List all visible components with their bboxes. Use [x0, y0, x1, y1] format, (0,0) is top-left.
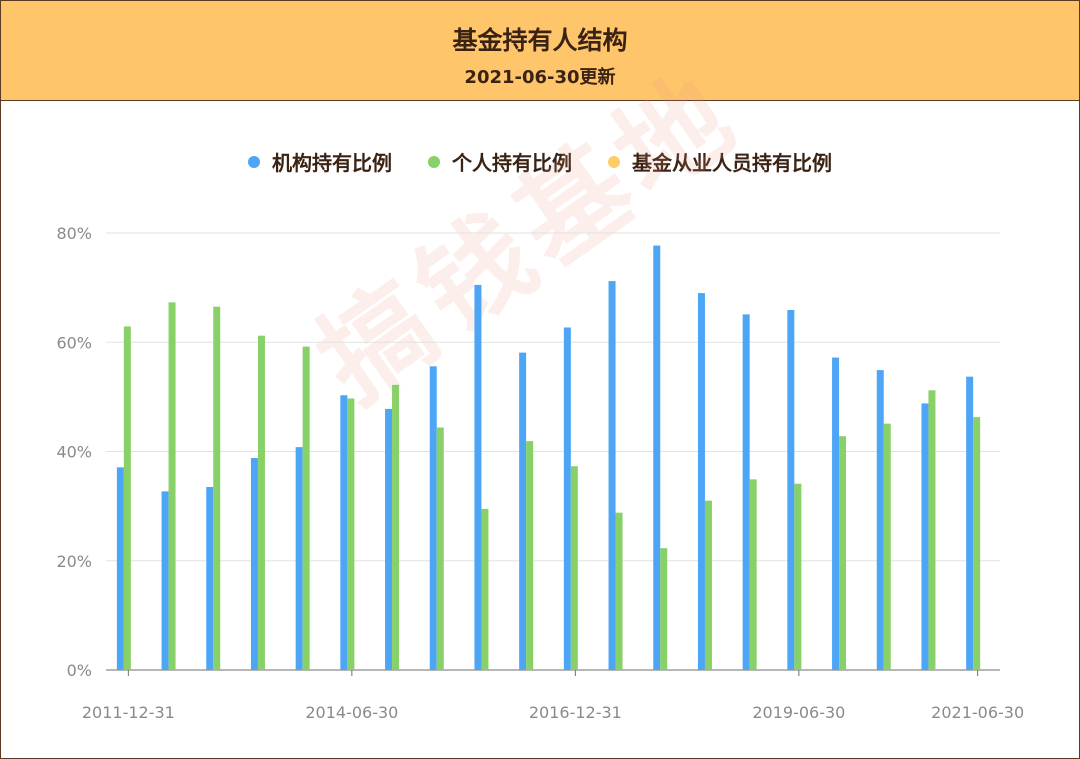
- y-tick-label: 60%: [56, 333, 92, 352]
- bar-1-14: [749, 479, 757, 670]
- bar-0-3: [250, 458, 258, 670]
- bar-1-2: [213, 306, 221, 670]
- legend-dot-employee: [608, 155, 620, 168]
- bar-0-5: [340, 395, 348, 670]
- y-tick-label: 80%: [56, 224, 92, 243]
- bar-1-15: [794, 483, 802, 670]
- chart-legend: 机构持有比例 个人持有比例 基金从业人员持有比例: [1, 147, 1079, 176]
- bar-0-1: [161, 491, 169, 670]
- bar-1-17: [883, 423, 891, 670]
- bar-0-4: [295, 447, 303, 670]
- bar-1-11: [615, 512, 623, 670]
- legend-item-institution[interactable]: 机构持有比例: [248, 147, 392, 176]
- bar-0-2: [206, 487, 214, 670]
- bar-0-10: [563, 327, 571, 670]
- bar-1-8: [481, 508, 489, 670]
- x-tick-label: 2011-12-31: [82, 703, 175, 722]
- bar-1-12: [660, 548, 668, 670]
- bar-1-18: [928, 390, 936, 670]
- bar-1-16: [839, 436, 847, 670]
- bar-0-6: [385, 408, 393, 670]
- bar-1-4: [302, 346, 310, 670]
- bar-0-19: [966, 376, 974, 670]
- bar-0-11: [608, 281, 616, 670]
- legend-dot-individual: [428, 155, 440, 168]
- y-tick-label: 20%: [56, 552, 92, 571]
- bar-0-0: [116, 467, 124, 670]
- legend-label-individual: 个人持有比例: [452, 151, 572, 175]
- bar-0-18: [921, 403, 929, 670]
- bar-1-7: [436, 427, 444, 670]
- bar-0-12: [653, 245, 661, 670]
- bar-1-6: [392, 384, 400, 670]
- legend-dot-institution: [248, 155, 260, 168]
- bar-0-14: [742, 314, 750, 670]
- chart-header: 基金持有人结构 2021-06-30更新: [1, 1, 1079, 101]
- bar-0-9: [519, 352, 527, 670]
- x-tick-label: 2019-06-30: [752, 703, 845, 722]
- bar-1-5: [347, 398, 355, 670]
- bar-0-13: [697, 293, 705, 670]
- bar-0-15: [787, 310, 795, 670]
- x-tick-label: 2016-12-31: [529, 703, 622, 722]
- bar-1-19: [973, 417, 981, 670]
- bar-1-10: [570, 466, 578, 670]
- x-tick-label: 2021-06-30: [931, 703, 1024, 722]
- y-tick-label: 0%: [67, 661, 92, 680]
- legend-label-employee: 基金从业人员持有比例: [632, 151, 832, 175]
- bar-1-3: [257, 335, 265, 670]
- x-tick-label: 2014-06-30: [305, 703, 398, 722]
- bar-0-7: [429, 366, 437, 670]
- legend-item-employee[interactable]: 基金从业人员持有比例: [608, 147, 832, 176]
- legend-item-individual[interactable]: 个人持有比例: [428, 147, 572, 176]
- bar-1-9: [526, 441, 534, 670]
- y-tick-label: 40%: [56, 443, 92, 462]
- bar-0-16: [832, 357, 840, 670]
- bar-1-13: [704, 500, 712, 670]
- bar-0-17: [876, 370, 884, 670]
- bar-0-8: [474, 284, 482, 670]
- legend-label-institution: 机构持有比例: [272, 151, 392, 175]
- chart-subtitle: 2021-06-30更新: [464, 67, 616, 88]
- bar-1-1: [168, 302, 176, 670]
- bar-1-0: [123, 326, 131, 670]
- chart-title: 基金持有人结构: [452, 26, 628, 55]
